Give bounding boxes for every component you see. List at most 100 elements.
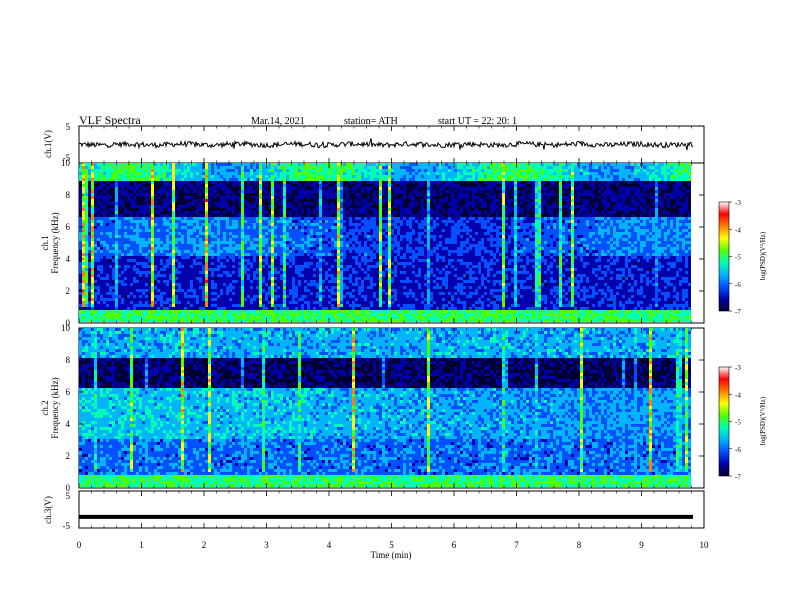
spectrogram-cell	[235, 184, 238, 187]
spectrogram-cell	[655, 208, 658, 211]
spectrogram-cell	[268, 181, 271, 184]
spectrogram-cell	[208, 190, 211, 193]
spectrogram-cell	[283, 196, 286, 199]
spectrogram-cell	[304, 226, 307, 229]
spectrogram-cell	[529, 181, 532, 184]
spectrogram-cell	[235, 175, 238, 178]
spectrogram-cell	[451, 208, 454, 211]
spectrogram-cell	[358, 214, 361, 217]
spectrogram-cell	[604, 232, 607, 235]
spectrogram-cell	[412, 217, 415, 220]
spectrogram-cell	[184, 193, 187, 196]
spectrogram-cell	[97, 208, 100, 211]
spectrogram-cell	[127, 184, 130, 187]
spectrogram-cell	[523, 196, 526, 199]
spectrogram-cell	[373, 175, 376, 178]
spectrogram-cell	[610, 208, 613, 211]
spectrogram-cell	[442, 163, 445, 166]
spectrogram-cell	[643, 190, 646, 193]
spectrogram-cell	[133, 175, 136, 178]
spectrogram-cell	[337, 202, 340, 205]
spectrogram-cell	[157, 172, 160, 175]
spectrogram-cell	[478, 211, 481, 214]
spectrogram-cell	[448, 190, 451, 193]
spectrogram-cell	[517, 205, 520, 208]
spectrogram-cell	[385, 166, 388, 169]
spectrogram-cell	[577, 190, 580, 193]
spectrogram-cell	[106, 187, 109, 190]
spectrogram-cell	[631, 226, 634, 229]
spectrogram-cell	[175, 181, 178, 184]
spectrogram-cell	[475, 163, 478, 166]
spectrogram-cell	[115, 196, 118, 199]
spectrogram-cell	[538, 223, 541, 226]
spectrogram-cell	[517, 184, 520, 187]
spectrogram-cell	[199, 193, 202, 196]
spectrogram-cell	[613, 211, 616, 214]
spectrogram-cell	[655, 193, 658, 196]
spectrogram-cell	[316, 181, 319, 184]
spectrogram-cell	[586, 163, 589, 166]
spectrogram-cell	[118, 229, 121, 232]
spectrogram-cell	[445, 211, 448, 214]
spectrogram-cell	[283, 181, 286, 184]
spectrogram-cell	[136, 187, 139, 190]
spectrogram-cell	[214, 205, 217, 208]
spectrogram-cell	[85, 187, 88, 190]
spectrogram-cell	[646, 226, 649, 229]
spectrogram-cell	[181, 196, 184, 199]
spectrogram-cell	[286, 229, 289, 232]
spectrogram-cell	[109, 208, 112, 211]
spectrogram-cell	[229, 205, 232, 208]
spectrogram-cell	[343, 211, 346, 214]
spectrogram-cell	[589, 214, 592, 217]
spectrogram-cell	[649, 232, 652, 235]
spectrogram-cell	[256, 199, 259, 202]
spectrogram-cell	[208, 232, 211, 235]
spectrogram-cell	[385, 190, 388, 193]
spectrogram-cell	[463, 208, 466, 211]
spectrogram-cell	[400, 172, 403, 175]
spectrogram-cell	[199, 220, 202, 223]
spectrogram-cell	[454, 211, 457, 214]
spectrogram-cell	[328, 202, 331, 205]
spectrogram-cell	[220, 214, 223, 217]
spectrogram-cell	[376, 166, 379, 169]
spectrogram-cell	[628, 196, 631, 199]
spectrogram-cell	[574, 229, 577, 232]
spectrogram-cell	[187, 226, 190, 229]
spectrogram-cell	[418, 163, 421, 166]
spectrogram-cell	[322, 202, 325, 205]
spectrogram-cell	[205, 172, 208, 175]
spectrogram-cell	[478, 196, 481, 199]
spectrogram-cell	[352, 187, 355, 190]
spectrogram-cell	[298, 226, 301, 229]
spectrogram-cell	[313, 220, 316, 223]
spectrogram-cell	[439, 175, 442, 178]
spectrogram-cell	[475, 175, 478, 178]
spectrogram-cell	[133, 193, 136, 196]
spectrogram-cell	[238, 208, 241, 211]
spectrogram-cell	[508, 229, 511, 232]
spectrogram-cell	[538, 217, 541, 220]
spectrogram-cell	[343, 208, 346, 211]
spectrogram-cell	[379, 178, 382, 181]
spectrogram-cell	[682, 166, 685, 169]
spectrogram-cell	[190, 217, 193, 220]
spectrogram-cell	[427, 193, 430, 196]
spectrogram-cell	[262, 166, 265, 169]
spectrogram-cell	[400, 184, 403, 187]
spectrogram-cell	[544, 202, 547, 205]
spectrogram-cell	[283, 199, 286, 202]
spectrogram-cell	[253, 205, 256, 208]
spectrogram-cell	[394, 187, 397, 190]
spectrogram-cell	[169, 205, 172, 208]
spectrogram-cell	[373, 223, 376, 226]
spectrogram-cell	[631, 208, 634, 211]
spectrogram-cell	[547, 187, 550, 190]
spectrogram-cell	[400, 196, 403, 199]
spectrogram-cell	[142, 178, 145, 181]
spectrogram-cell	[457, 205, 460, 208]
spectrogram-cell	[397, 229, 400, 232]
spectrogram-cell	[688, 208, 691, 211]
